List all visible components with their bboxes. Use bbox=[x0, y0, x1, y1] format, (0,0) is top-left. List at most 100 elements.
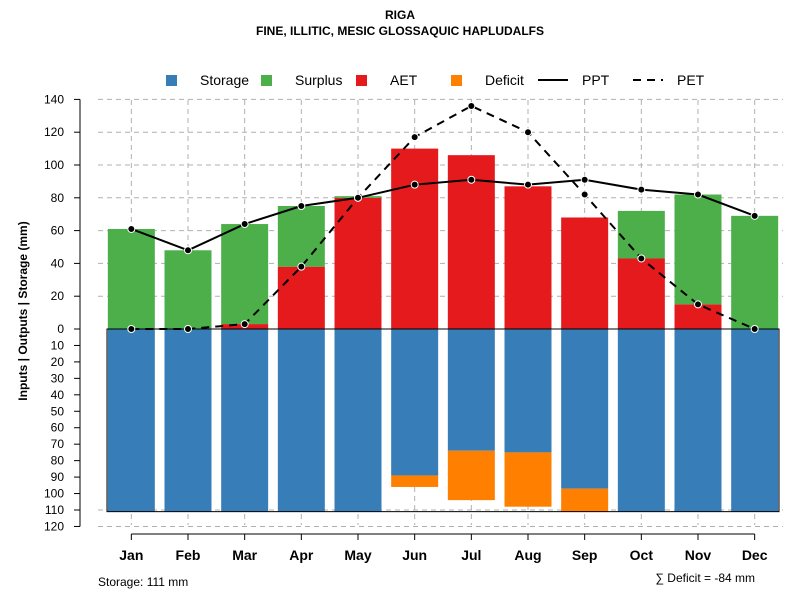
y-tick-label: 110 bbox=[45, 503, 64, 517]
storage-bar-jan bbox=[107, 329, 155, 512]
storage-capacity-outline bbox=[106, 328, 780, 513]
legend-line-ppt bbox=[538, 79, 568, 81]
ppt-line bbox=[130, 178, 756, 252]
deficit-total: ∑ Deficit = -84 mm bbox=[655, 571, 755, 585]
ppt-line-point bbox=[410, 180, 419, 189]
surplus-bar-jan bbox=[107, 228, 155, 329]
deficit-bar-sep bbox=[561, 488, 609, 512]
ppt-line-point bbox=[750, 211, 759, 220]
legend-label-aet: AET bbox=[390, 72, 418, 88]
legend-item-ppt: PPT bbox=[538, 70, 609, 90]
y-tick-label: 50 bbox=[51, 404, 65, 418]
legend-label-surplus: Surplus bbox=[295, 72, 343, 88]
y-tick-label: 20 bbox=[51, 289, 65, 303]
bars bbox=[106, 148, 780, 513]
pet-line bbox=[131, 104, 756, 330]
x-tick-label-sep: Sep bbox=[572, 547, 598, 563]
aet-bar-apr bbox=[277, 266, 325, 329]
y-tick-label: 70 bbox=[51, 437, 65, 451]
x-tick-label-mar: Mar bbox=[232, 547, 257, 563]
y-tick-label: 100 bbox=[44, 487, 64, 501]
pet-line-point bbox=[127, 325, 136, 333]
aet-bar-may bbox=[334, 197, 382, 329]
aet-bar-aug bbox=[504, 186, 552, 329]
legend-item-aet: AET bbox=[356, 70, 417, 90]
y-tick-label: 30 bbox=[51, 371, 65, 385]
pet-line-point bbox=[297, 262, 306, 271]
x-tick-label-jul: Jul bbox=[461, 547, 481, 563]
legend-swatch-aet bbox=[356, 74, 367, 86]
legend-label-deficit: Deficit bbox=[485, 72, 524, 88]
surplus-bar-feb bbox=[164, 250, 212, 329]
x-tick-label-nov: Nov bbox=[685, 547, 712, 563]
y-tick-label: 40 bbox=[51, 388, 65, 402]
surplus-bar-oct bbox=[617, 210, 665, 259]
aet-bar-oct bbox=[617, 258, 665, 329]
aet-bar-sep bbox=[561, 217, 609, 329]
legend-label-pet: PET bbox=[677, 72, 705, 88]
y-tick-label: 100 bbox=[44, 158, 64, 172]
x-tick-label-may: May bbox=[344, 547, 371, 563]
surplus-bar-dec bbox=[731, 215, 779, 329]
ppt-line-point bbox=[637, 185, 646, 194]
ppt-line-point bbox=[524, 180, 532, 189]
ppt-line-point bbox=[467, 175, 476, 184]
legend-item-pet: PET bbox=[633, 70, 704, 90]
y-tick-label: 0 bbox=[57, 322, 64, 336]
y-axis-label: Inputs | Outputs | Storage (mm) bbox=[16, 221, 30, 400]
storage-bar-aug bbox=[504, 329, 552, 453]
legend-swatch-storage bbox=[166, 74, 177, 86]
chart-subtitle: FINE, ILLITIC, MESIC GLOSSAQUIC HAPLUDAL… bbox=[256, 24, 544, 38]
y-tick-label: 120 bbox=[44, 125, 64, 139]
legend-item-storage: Storage bbox=[166, 70, 249, 90]
storage-bar-mar bbox=[221, 329, 269, 512]
y-tick-label: 40 bbox=[51, 256, 65, 270]
ppt-line-point bbox=[580, 175, 589, 184]
chart-title: RIGA bbox=[385, 8, 415, 22]
pet-line-point bbox=[184, 325, 192, 333]
ppt-line-point bbox=[240, 220, 249, 229]
y-tick-label: 90 bbox=[51, 470, 65, 484]
surplus-bar-mar bbox=[221, 224, 269, 325]
y-tick-label: 60 bbox=[51, 421, 65, 435]
aet-bar-nov bbox=[674, 304, 722, 329]
lines bbox=[127, 101, 759, 333]
storage-bar-feb bbox=[164, 329, 212, 512]
x-tick-label-jun: Jun bbox=[402, 547, 427, 563]
y-tick-label: 120 bbox=[44, 519, 64, 533]
storage-bar-sep bbox=[561, 329, 609, 489]
legend: Storage Surplus AET Deficit PPT PET bbox=[0, 70, 800, 90]
x-tick-label-dec: Dec bbox=[742, 547, 768, 563]
aet-bar-jul bbox=[447, 155, 495, 329]
x-tick-label-oct: Oct bbox=[630, 547, 654, 563]
pet-line-point bbox=[240, 320, 249, 329]
deficit-bar-aug bbox=[504, 452, 552, 507]
ppt-line-point bbox=[184, 246, 192, 255]
axes: 0 20 40 60 80 100 120 140 10 20 30 40 50 60 70 80 90 100 1… bbox=[44, 92, 768, 563]
y-tick-label: 80 bbox=[51, 454, 65, 468]
y-tick-label: 80 bbox=[51, 191, 65, 205]
pet-line-point bbox=[467, 101, 476, 110]
storage-bar-nov bbox=[674, 329, 722, 512]
legend-label-ppt: PPT bbox=[582, 72, 610, 88]
x-tick-label-aug: Aug bbox=[514, 547, 541, 563]
legend-line-pet bbox=[633, 79, 663, 81]
legend-label-storage: Storage bbox=[200, 72, 250, 88]
y-tick-label: 10 bbox=[51, 338, 65, 352]
surplus-bar-nov bbox=[674, 194, 722, 305]
storage-bar-apr bbox=[277, 329, 325, 512]
pet-line-point bbox=[580, 190, 589, 199]
pet-line-point bbox=[694, 300, 702, 309]
storage-bar-jun bbox=[391, 329, 439, 476]
deficit-bar-jul bbox=[447, 450, 495, 501]
x-tick-label-jan: Jan bbox=[119, 547, 143, 563]
ppt-line-point bbox=[297, 202, 306, 210]
legend-swatch-surplus bbox=[261, 74, 272, 86]
x-tick-label-apr: Apr bbox=[289, 547, 314, 563]
y-tick-label: 140 bbox=[44, 92, 64, 106]
pet-line-point bbox=[637, 254, 646, 263]
legend-swatch-deficit bbox=[451, 74, 462, 86]
y-tick-label: 20 bbox=[51, 355, 65, 369]
surplus-bar-apr bbox=[277, 206, 325, 267]
